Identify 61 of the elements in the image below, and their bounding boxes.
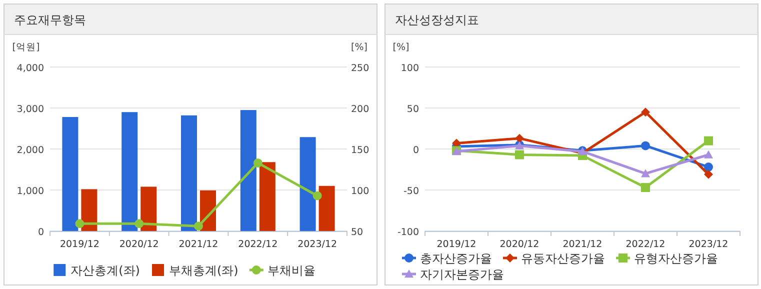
chart-title: 주요재무항목	[14, 13, 86, 27]
x-tick-label: 2021/12	[562, 239, 602, 250]
y-tick-label: 0	[38, 227, 44, 238]
legend-label: 유동자산증가율	[521, 252, 605, 266]
y-tick-label: 50	[406, 104, 419, 115]
y-tick-label: -50	[403, 186, 419, 197]
bar	[259, 162, 276, 231]
x-tick-label: 2022/12	[626, 239, 666, 250]
bar	[300, 137, 316, 231]
x-tick-label: 2023/12	[298, 239, 338, 250]
bar	[140, 186, 157, 231]
x-tick-label: 2023/12	[688, 239, 728, 250]
y2-tick-label: 200	[351, 104, 370, 115]
y-tick-label: 1,000	[16, 186, 44, 197]
point	[515, 134, 524, 143]
x-tick-label: 2021/12	[178, 239, 218, 250]
point	[641, 183, 650, 192]
point	[704, 150, 713, 158]
y-tick-label: 100	[400, 63, 419, 74]
y-tick-label: 0	[412, 145, 419, 156]
bar	[81, 189, 98, 231]
y2-axis-title: [%]	[351, 42, 368, 53]
bar	[181, 115, 197, 231]
x-tick-label: 2019/12	[60, 239, 100, 250]
legend-label: 총자산증가율	[420, 252, 492, 266]
legend-label: 유형자산증가율	[634, 252, 718, 266]
x-tick-label: 2019/12	[436, 239, 476, 250]
bar	[318, 186, 335, 231]
bar	[122, 112, 138, 231]
y2-tick-label: 250	[351, 63, 370, 74]
chart-title: 자산성장성지표	[395, 13, 479, 27]
point	[704, 136, 713, 146]
point	[75, 219, 84, 228]
y-tick-label: 3,000	[16, 104, 44, 115]
legend-label: 자산총계(좌)	[70, 264, 140, 278]
y2-tick-label: 100	[351, 186, 370, 197]
point	[312, 191, 322, 200]
point	[704, 170, 713, 179]
point	[134, 219, 144, 228]
y2-tick-label: 50	[351, 227, 364, 238]
y-tick-label: 2,000	[16, 145, 44, 156]
point	[704, 162, 713, 172]
y-axis-title: [%]	[392, 42, 410, 53]
bar	[62, 117, 78, 231]
y2-tick-label: 150	[351, 145, 370, 156]
bar	[240, 110, 256, 231]
x-tick-label: 2020/12	[500, 239, 540, 250]
legend-label: 부채비율	[267, 264, 316, 278]
y-tick-label: -100	[397, 227, 419, 238]
point	[253, 158, 262, 168]
legend-label: 부채총계(좌)	[169, 264, 238, 278]
point	[515, 150, 524, 160]
legend-label: 자기자본증가율	[420, 268, 504, 282]
x-tick-label: 2022/12	[238, 239, 278, 250]
y-tick-label: 4,000	[16, 63, 44, 74]
x-tick-label: 2020/12	[119, 239, 159, 250]
point	[641, 141, 650, 150]
point	[641, 108, 650, 117]
y-axis-title: [억원]	[12, 42, 40, 53]
point	[194, 222, 203, 231]
point	[641, 169, 650, 178]
